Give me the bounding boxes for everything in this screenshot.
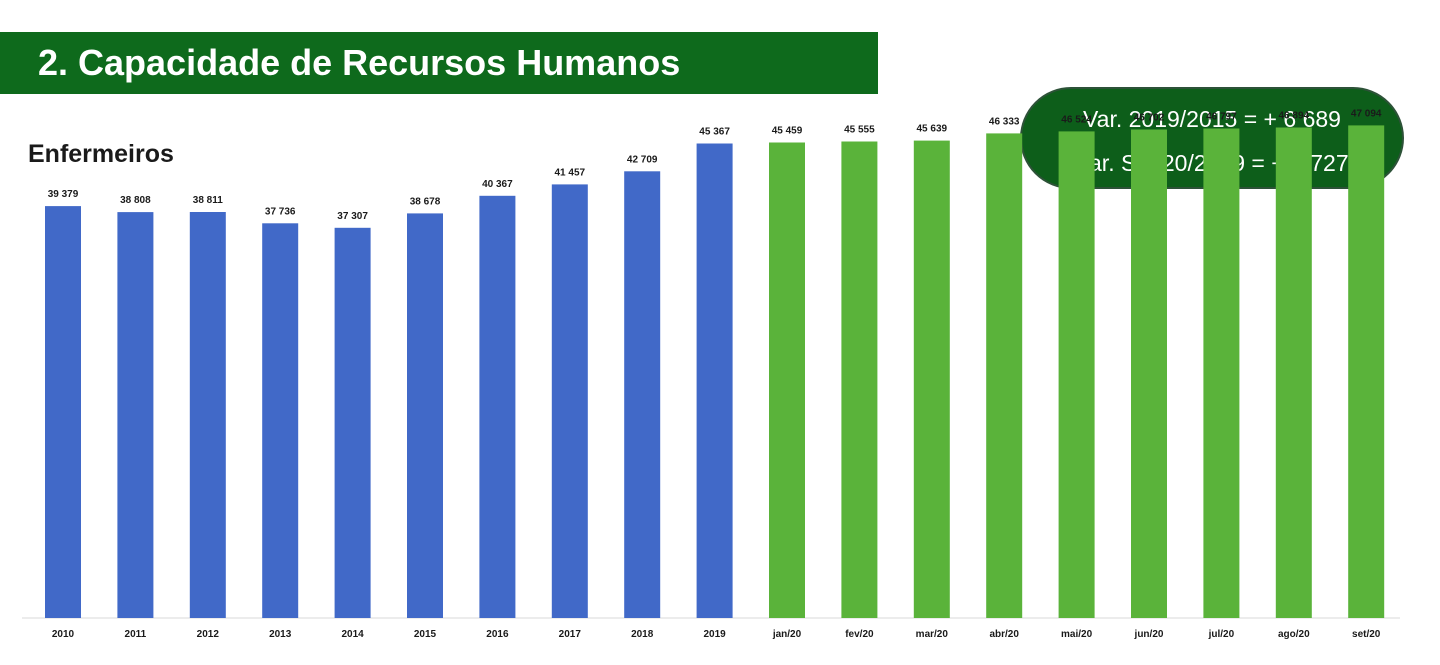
x-tick-label-abr-20: abr/20 bbox=[989, 629, 1019, 640]
data-label-2011: 38 808 bbox=[120, 195, 151, 206]
data-label-2018: 42 709 bbox=[627, 154, 658, 165]
chart-subtitle: Enfermeiros bbox=[28, 140, 174, 168]
bar-2019 bbox=[696, 143, 733, 618]
data-label-fev-20: 45 555 bbox=[844, 125, 875, 136]
data-label-mai-20: 46 524 bbox=[1061, 114, 1092, 125]
data-label-jul-20: 46 797 bbox=[1206, 112, 1237, 123]
data-label-set-20: 47 094 bbox=[1351, 108, 1382, 119]
bar-ago-20 bbox=[1275, 127, 1312, 618]
x-tick-label-2012: 2012 bbox=[197, 629, 220, 640]
bar-mar-20 bbox=[913, 140, 950, 618]
bar-2016 bbox=[479, 195, 516, 619]
data-label-jan-20: 45 459 bbox=[772, 126, 803, 137]
page-title: 2. Capacidade de Recursos Humanos bbox=[38, 42, 681, 83]
x-tick-label-2016: 2016 bbox=[486, 629, 509, 640]
title-band: 2. Capacidade de Recursos Humanos bbox=[0, 32, 878, 94]
x-tick-label-fev-20: fev/20 bbox=[845, 629, 874, 640]
x-tick-label-ago-20: ago/20 bbox=[1278, 629, 1310, 640]
bar-2010 bbox=[45, 206, 81, 618]
bar-2015 bbox=[407, 213, 443, 618]
bar-jul-20 bbox=[1203, 128, 1240, 618]
x-tick-label-2015: 2015 bbox=[414, 629, 437, 640]
x-tick-label-2013: 2013 bbox=[269, 629, 292, 640]
data-label-2012: 38 811 bbox=[193, 195, 223, 206]
bar-jan-20 bbox=[769, 142, 805, 618]
data-label-2016: 40 367 bbox=[482, 179, 513, 190]
bar-fev-20 bbox=[841, 141, 878, 618]
bar-2013 bbox=[262, 223, 299, 619]
x-tick-label-2011: 2011 bbox=[125, 629, 147, 640]
bar-2011 bbox=[117, 212, 154, 618]
bar-2018 bbox=[624, 171, 661, 619]
x-tick-label-2010: 2010 bbox=[52, 629, 75, 640]
x-tick-label-2018: 2018 bbox=[631, 629, 654, 640]
bar-abr-20 bbox=[986, 133, 1023, 618]
x-tick-label-2017: 2017 bbox=[559, 629, 582, 640]
data-label-2019: 45 367 bbox=[699, 127, 730, 138]
x-tick-label-jul-20: jul/20 bbox=[1208, 629, 1235, 640]
data-label-2017: 41 457 bbox=[555, 167, 586, 178]
x-tick-label-mai-20: mai/20 bbox=[1061, 629, 1093, 640]
data-label-mar-20: 45 639 bbox=[917, 124, 948, 135]
data-label-ago-20: 46 894 bbox=[1279, 111, 1310, 122]
data-label-2015: 38 678 bbox=[410, 196, 441, 207]
x-tick-label-2019: 2019 bbox=[703, 629, 726, 640]
data-label-2010: 39 379 bbox=[48, 189, 79, 200]
x-tick-label-mar-20: mar/20 bbox=[916, 629, 949, 640]
x-tick-label-jun-20: jun/20 bbox=[1134, 629, 1164, 640]
data-label-2013: 37 736 bbox=[265, 206, 296, 217]
bar-jun-20 bbox=[1131, 129, 1167, 618]
bar-2014 bbox=[334, 227, 371, 619]
x-tick-label-2014: 2014 bbox=[341, 629, 364, 640]
data-label-2014: 37 307 bbox=[337, 211, 368, 222]
x-tick-label-jan-20: jan/20 bbox=[772, 629, 802, 640]
bar-2017 bbox=[551, 184, 588, 618]
data-label-jun-20: 46 702 bbox=[1134, 113, 1165, 124]
data-label-abr-20: 46 333 bbox=[989, 116, 1020, 127]
bar-set-20 bbox=[1348, 125, 1385, 619]
bar-2012 bbox=[189, 212, 226, 618]
bar-mai-20 bbox=[1058, 131, 1095, 618]
x-tick-label-set-20: set/20 bbox=[1352, 629, 1381, 640]
